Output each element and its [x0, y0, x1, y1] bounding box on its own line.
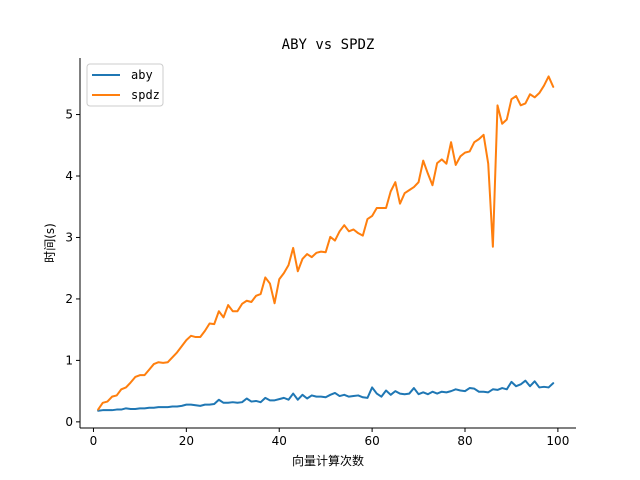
y-tick-label: 1: [65, 353, 73, 367]
x-tick-label: 40: [272, 434, 287, 448]
legend-label-spdz: spdz: [131, 88, 160, 102]
y-tick-label: 0: [65, 415, 73, 429]
y-tick-label: 4: [65, 169, 73, 183]
x-tick-label: 0: [90, 434, 98, 448]
chart-title: ABY vs SPDZ: [282, 37, 375, 53]
plot-area: [97, 75, 555, 412]
series-line-aby: [97, 379, 555, 412]
y-tick-label: 3: [65, 230, 73, 244]
y-axis-ticks: 0 1 2 3 4 5: [65, 108, 80, 429]
x-tick-label: 60: [364, 434, 379, 448]
legend: aby spdz: [86, 63, 164, 107]
x-axis-label: 向量计算次数: [292, 453, 364, 468]
x-axis-ticks: 0 20 40 60 80 100: [90, 428, 569, 448]
series-line-spdz: [97, 75, 555, 411]
x-tick-label: 80: [457, 434, 472, 448]
y-tick-label: 5: [65, 108, 73, 122]
y-axis-label: 时间(s): [43, 223, 57, 263]
x-tick-label: 100: [546, 434, 569, 448]
x-tick-label: 20: [179, 434, 194, 448]
y-tick-label: 2: [65, 292, 73, 306]
legend-label-aby: aby: [131, 68, 153, 82]
